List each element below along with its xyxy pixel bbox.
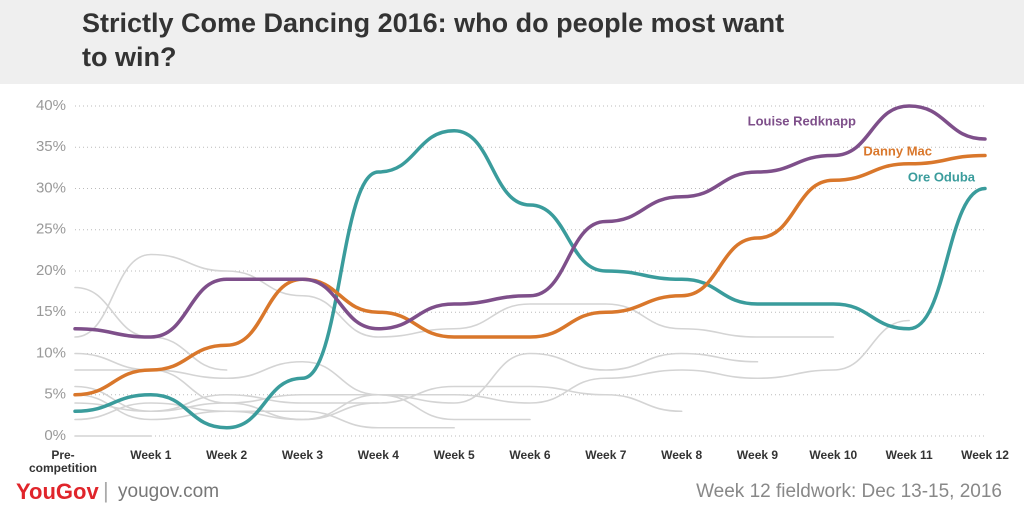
y-tick-label: 25%: [36, 221, 66, 238]
y-tick-label: 5%: [44, 386, 66, 403]
x-tick-label: Pre- competition: [29, 448, 97, 475]
x-tick-label: Week 12: [961, 448, 1009, 462]
y-tick-label: 0%: [44, 427, 66, 444]
background-line: [74, 352, 380, 421]
header-band: [0, 0, 1024, 84]
x-tick-label: Week 9: [736, 448, 779, 462]
x-tick-label: Week 1: [130, 448, 172, 462]
fieldwork-note: Week 12 fieldwork: Dec 13-15, 2016: [696, 481, 1002, 502]
x-tick-label: Week 6: [509, 448, 551, 462]
website: yougov.com: [118, 481, 220, 502]
y-tick-label: 10%: [36, 344, 66, 361]
series-line: [73, 153, 987, 397]
background-line: [74, 352, 759, 404]
y-tick-label: 20%: [36, 262, 66, 279]
chart-title: Strictly Come Dancing 2016: who do peopl…: [82, 8, 785, 72]
series-label: Louise Redknapp: [748, 113, 856, 128]
separator: |: [103, 478, 109, 503]
x-tick-label: Week 7: [585, 448, 627, 462]
background-line: [74, 253, 835, 338]
brand-logo: YouGov: [16, 479, 99, 504]
series-label: Ore Oduba: [908, 169, 976, 184]
x-tick-label: Week 8: [661, 448, 703, 462]
series-line: [73, 129, 987, 430]
y-tick-label: 40%: [36, 97, 66, 114]
y-tick-label: 35%: [36, 138, 66, 155]
x-tick-label: Week 2: [206, 448, 248, 462]
background-line: [74, 393, 531, 421]
y-tick-label: 30%: [36, 179, 66, 196]
x-tick-label: Week 3: [281, 448, 324, 462]
x-tick-label: Week 4: [357, 448, 399, 462]
x-tick-label: Week 10: [809, 448, 858, 462]
series-label: Danny Mac: [863, 143, 932, 158]
series-line: [73, 104, 987, 339]
x-tick-label: Week 11: [885, 448, 933, 462]
x-tick-label: Week 5: [433, 448, 475, 462]
background-line: [74, 385, 683, 413]
y-tick-label: 15%: [36, 303, 66, 320]
